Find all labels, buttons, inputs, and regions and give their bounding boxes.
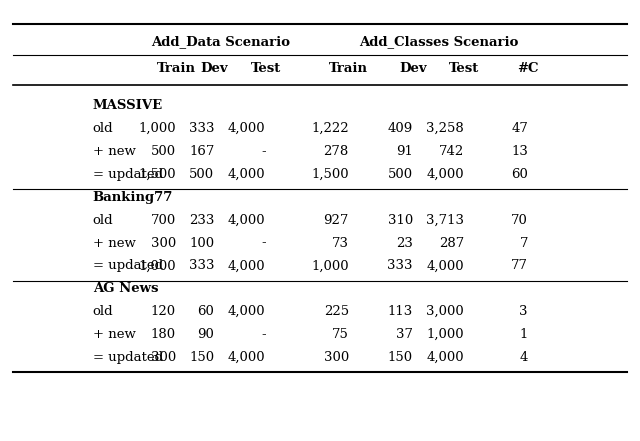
Text: 1,000: 1,000 [138,122,176,135]
Text: 333: 333 [189,122,214,135]
Text: 150: 150 [388,351,413,364]
Text: 310: 310 [388,213,413,227]
Text: 500: 500 [189,168,214,181]
Text: 37: 37 [396,328,413,341]
Text: 4,000: 4,000 [426,259,464,273]
Text: 233: 233 [189,213,214,227]
Text: -: - [261,328,266,341]
Text: 91: 91 [396,145,413,158]
Text: 100: 100 [189,236,214,250]
Text: Train: Train [330,62,368,75]
Text: 120: 120 [151,305,176,318]
Text: AG News: AG News [93,282,158,295]
Text: 333: 333 [189,259,214,273]
Text: 4,000: 4,000 [228,168,266,181]
Text: 225: 225 [324,305,349,318]
Text: MASSIVE: MASSIVE [93,99,163,112]
Text: 500: 500 [151,145,176,158]
Text: 927: 927 [323,213,349,227]
Text: 3,258: 3,258 [426,122,464,135]
Text: 300: 300 [151,351,176,364]
Text: = updated: = updated [93,351,163,364]
Text: 73: 73 [332,236,349,250]
Text: 3,000: 3,000 [426,305,464,318]
Text: 23: 23 [396,236,413,250]
Text: 13: 13 [511,145,528,158]
Text: 75: 75 [332,328,349,341]
Text: 409: 409 [388,122,413,135]
Text: 4,000: 4,000 [228,305,266,318]
Text: 500: 500 [388,168,413,181]
Text: 278: 278 [324,145,349,158]
Text: = updated: = updated [93,259,163,273]
Text: old: old [93,305,113,318]
Text: 700: 700 [151,213,176,227]
Text: 4: 4 [520,351,528,364]
Text: -: - [261,145,266,158]
Text: Add_Data Scenario: Add_Data Scenario [151,35,291,49]
Text: 1,500: 1,500 [138,168,176,181]
Text: 3: 3 [520,305,528,318]
Text: 742: 742 [439,145,464,158]
Text: + new: + new [93,328,136,341]
Text: 300: 300 [151,236,176,250]
Text: 1: 1 [520,328,528,341]
Text: 287: 287 [439,236,464,250]
Text: 7: 7 [520,236,528,250]
Text: 150: 150 [189,351,214,364]
Text: 333: 333 [387,259,413,273]
Text: old: old [93,213,113,227]
Text: 4,000: 4,000 [228,213,266,227]
Text: 60: 60 [511,168,528,181]
Text: 3,713: 3,713 [426,213,464,227]
Text: 1,000: 1,000 [426,328,464,341]
Text: old: old [93,122,113,135]
Text: 113: 113 [388,305,413,318]
Text: 4,000: 4,000 [426,168,464,181]
Text: 70: 70 [511,213,528,227]
Text: #C: #C [517,62,539,75]
Text: 1,000: 1,000 [311,259,349,273]
Text: 1,222: 1,222 [311,122,349,135]
Text: 4,000: 4,000 [426,351,464,364]
Text: = updated: = updated [93,168,163,181]
Text: + new: + new [93,236,136,250]
Text: Test: Test [250,62,281,75]
Text: Banking77: Banking77 [93,191,173,204]
Text: 4,000: 4,000 [228,122,266,135]
Text: Dev: Dev [399,62,427,75]
Text: 4,000: 4,000 [228,259,266,273]
Text: Train: Train [157,62,195,75]
Text: 1,500: 1,500 [311,168,349,181]
Text: Test: Test [449,62,479,75]
Text: -: - [261,236,266,250]
Text: + new: + new [93,145,136,158]
Text: 4,000: 4,000 [228,351,266,364]
Text: 300: 300 [324,351,349,364]
Text: 77: 77 [511,259,528,273]
Text: 180: 180 [151,328,176,341]
Text: 60: 60 [198,305,214,318]
Text: 47: 47 [511,122,528,135]
Text: Add_Classes Scenario: Add_Classes Scenario [358,35,518,49]
Text: 90: 90 [198,328,214,341]
Text: 1,000: 1,000 [138,259,176,273]
Text: 167: 167 [189,145,214,158]
Text: Dev: Dev [200,62,228,75]
